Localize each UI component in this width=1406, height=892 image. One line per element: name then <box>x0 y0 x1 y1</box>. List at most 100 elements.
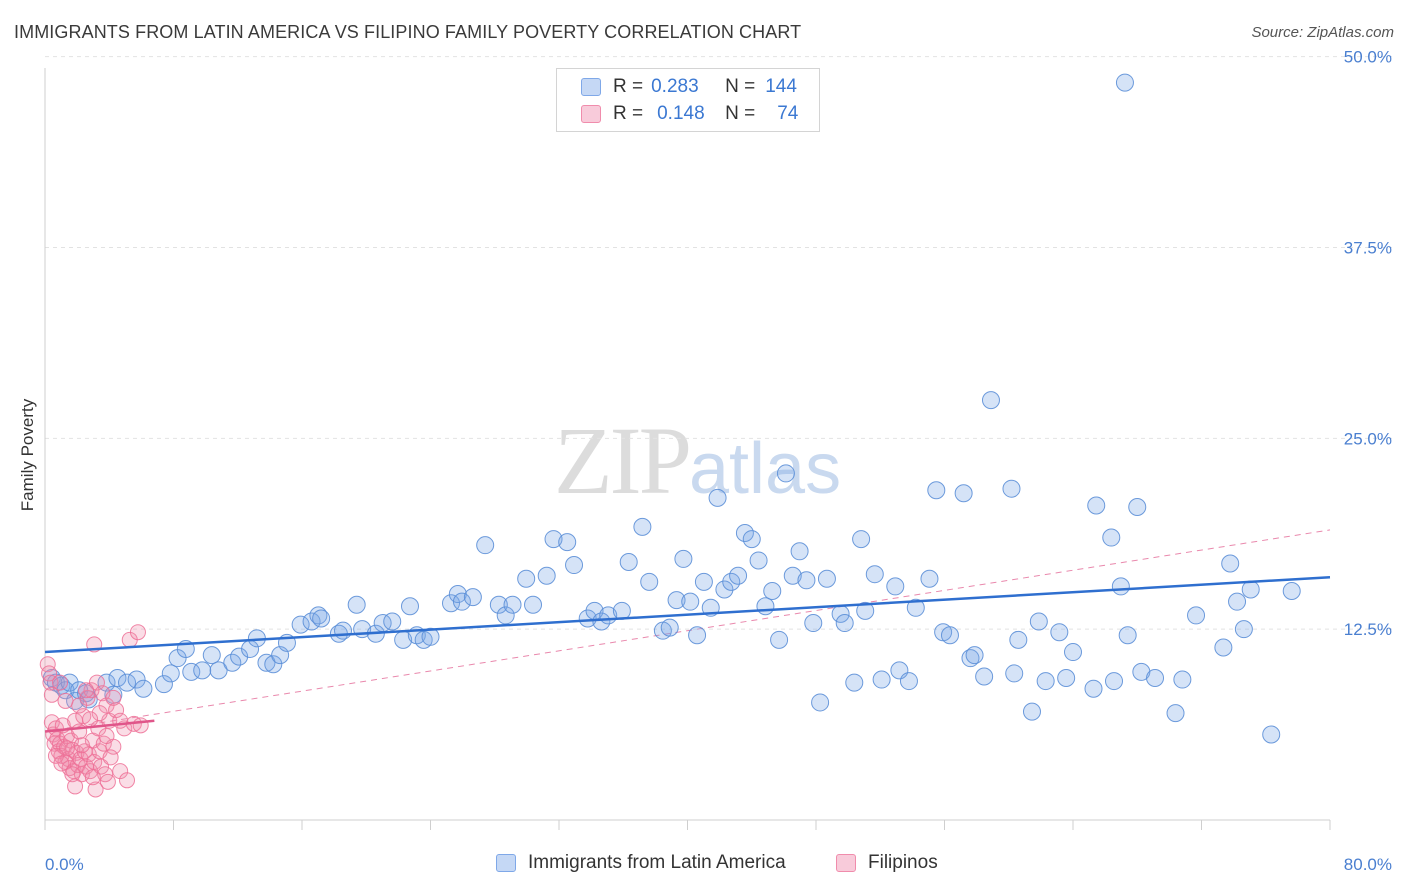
data-point-filipinos <box>52 674 69 691</box>
data-point-latin-america <box>558 533 577 552</box>
data-point-filipinos <box>129 624 146 641</box>
data-point-filipinos <box>99 773 116 790</box>
x-tick-label: 0.0% <box>45 855 84 874</box>
legend: R = 0.283 N = 144 R = 0.148 N = 74 <box>556 68 820 132</box>
data-point-latin-america <box>681 592 700 611</box>
legend-n-value: 74 <box>777 103 799 124</box>
source-label: Source: ZipAtlas.com <box>1251 24 1394 41</box>
data-point-latin-america <box>865 565 884 584</box>
data-point-latin-america <box>835 614 854 633</box>
data-point-latin-america <box>1128 498 1147 517</box>
data-point-latin-america <box>421 627 440 646</box>
data-point-latin-america <box>1029 612 1048 631</box>
trend-line-filipinos <box>44 719 155 733</box>
legend-swatch-blue <box>581 78 601 96</box>
data-point-latin-america <box>1228 592 1247 611</box>
data-point-latin-america <box>592 612 611 631</box>
data-point-latin-america <box>230 647 249 666</box>
y-tick-label: 25.0% <box>1344 429 1392 448</box>
data-point-latin-america <box>1221 554 1240 573</box>
watermark-zip: ZIP <box>554 407 692 514</box>
data-point-latin-america <box>383 612 402 631</box>
data-point-latin-america <box>1241 580 1260 599</box>
data-point-latin-america <box>154 675 173 694</box>
bottom-legend: Immigrants from Latin America Filipinos <box>0 852 1406 878</box>
y-tick-label: 37.5% <box>1344 238 1392 257</box>
chart-title: IMMIGRANTS FROM LATIN AMERICA VS FILIPIN… <box>14 22 802 42</box>
data-point-latin-america <box>1009 630 1028 649</box>
data-point-latin-america <box>209 661 228 680</box>
data-point-filipinos <box>87 781 104 798</box>
data-point-latin-america <box>1002 479 1021 498</box>
data-point-latin-america <box>193 661 212 680</box>
data-point-latin-america <box>694 572 713 591</box>
legend-row-latin-america: R = 0.283 N = 144 <box>581 76 797 98</box>
data-point-latin-america <box>309 606 328 625</box>
data-point-filipinos <box>84 769 101 786</box>
data-point-latin-america <box>1084 679 1103 698</box>
data-point-latin-america <box>640 572 659 591</box>
legend-row-filipinos: R = 0.148 N = 74 <box>581 103 798 125</box>
data-point-latin-america <box>264 655 283 674</box>
data-point-latin-america <box>612 601 631 620</box>
bottom-legend-swatch-pink <box>836 854 856 872</box>
x-tick-label: 80.0% <box>1344 855 1392 874</box>
trend-line-filipinos-dashed <box>44 529 1331 732</box>
data-point-latin-america <box>1118 626 1137 645</box>
data-point-latin-america <box>619 552 638 571</box>
data-point-latin-america <box>981 391 1000 410</box>
data-point-latin-america <box>1234 620 1253 639</box>
data-point-latin-america <box>763 581 782 600</box>
data-point-latin-america <box>134 679 153 698</box>
data-point-filipinos <box>67 778 84 795</box>
data-point-latin-america <box>578 609 597 628</box>
data-point-latin-america <box>118 673 137 692</box>
data-point-latin-america <box>872 670 891 689</box>
data-point-latin-america <box>1173 670 1192 689</box>
data-point-latin-america <box>1282 581 1301 600</box>
legend-r-label: R = <box>613 103 644 124</box>
data-point-latin-america <box>257 653 276 672</box>
data-point-latin-america <box>463 588 482 607</box>
data-point-latin-america <box>202 646 221 665</box>
data-point-latin-america <box>334 621 353 640</box>
data-point-latin-america <box>1214 638 1233 657</box>
data-point-latin-america <box>127 670 146 689</box>
data-point-filipinos <box>57 692 74 709</box>
legend-r-label: R = <box>613 76 644 97</box>
data-point-latin-america <box>1166 704 1185 723</box>
data-point-latin-america <box>223 653 242 672</box>
data-point-latin-america <box>845 673 864 692</box>
data-point-filipinos <box>91 705 108 722</box>
trend-line-latin-america <box>44 575 1331 654</box>
data-point-latin-america <box>489 595 508 614</box>
data-point-latin-america <box>400 597 419 616</box>
data-point-latin-america <box>770 630 789 649</box>
data-point-filipinos <box>58 740 75 757</box>
data-point-latin-america <box>886 577 905 596</box>
data-point-latin-america <box>749 551 768 570</box>
data-point-latin-america <box>1087 496 1106 515</box>
data-point-filipinos <box>71 723 88 740</box>
data-point-latin-america <box>1036 672 1055 691</box>
data-point-filipinos <box>132 717 149 734</box>
data-point-filipinos <box>102 749 119 766</box>
data-point-latin-america <box>729 566 748 585</box>
data-point-latin-america <box>452 592 471 611</box>
data-point-filipinos <box>78 682 95 699</box>
data-point-latin-america <box>1064 643 1082 662</box>
data-point-latin-america <box>1111 577 1130 596</box>
data-point-latin-america <box>66 691 85 710</box>
data-point-filipinos <box>43 686 60 703</box>
data-point-latin-america <box>674 549 693 568</box>
data-point-latin-america <box>524 595 543 614</box>
data-point-latin-america <box>1115 73 1134 92</box>
data-point-latin-america <box>1146 669 1165 688</box>
data-point-latin-america <box>667 591 686 610</box>
data-point-latin-america <box>161 664 180 683</box>
data-point-latin-america <box>302 612 321 631</box>
data-point-latin-america <box>476 536 495 555</box>
data-point-latin-america <box>906 598 925 617</box>
data-point-latin-america <box>756 597 775 616</box>
